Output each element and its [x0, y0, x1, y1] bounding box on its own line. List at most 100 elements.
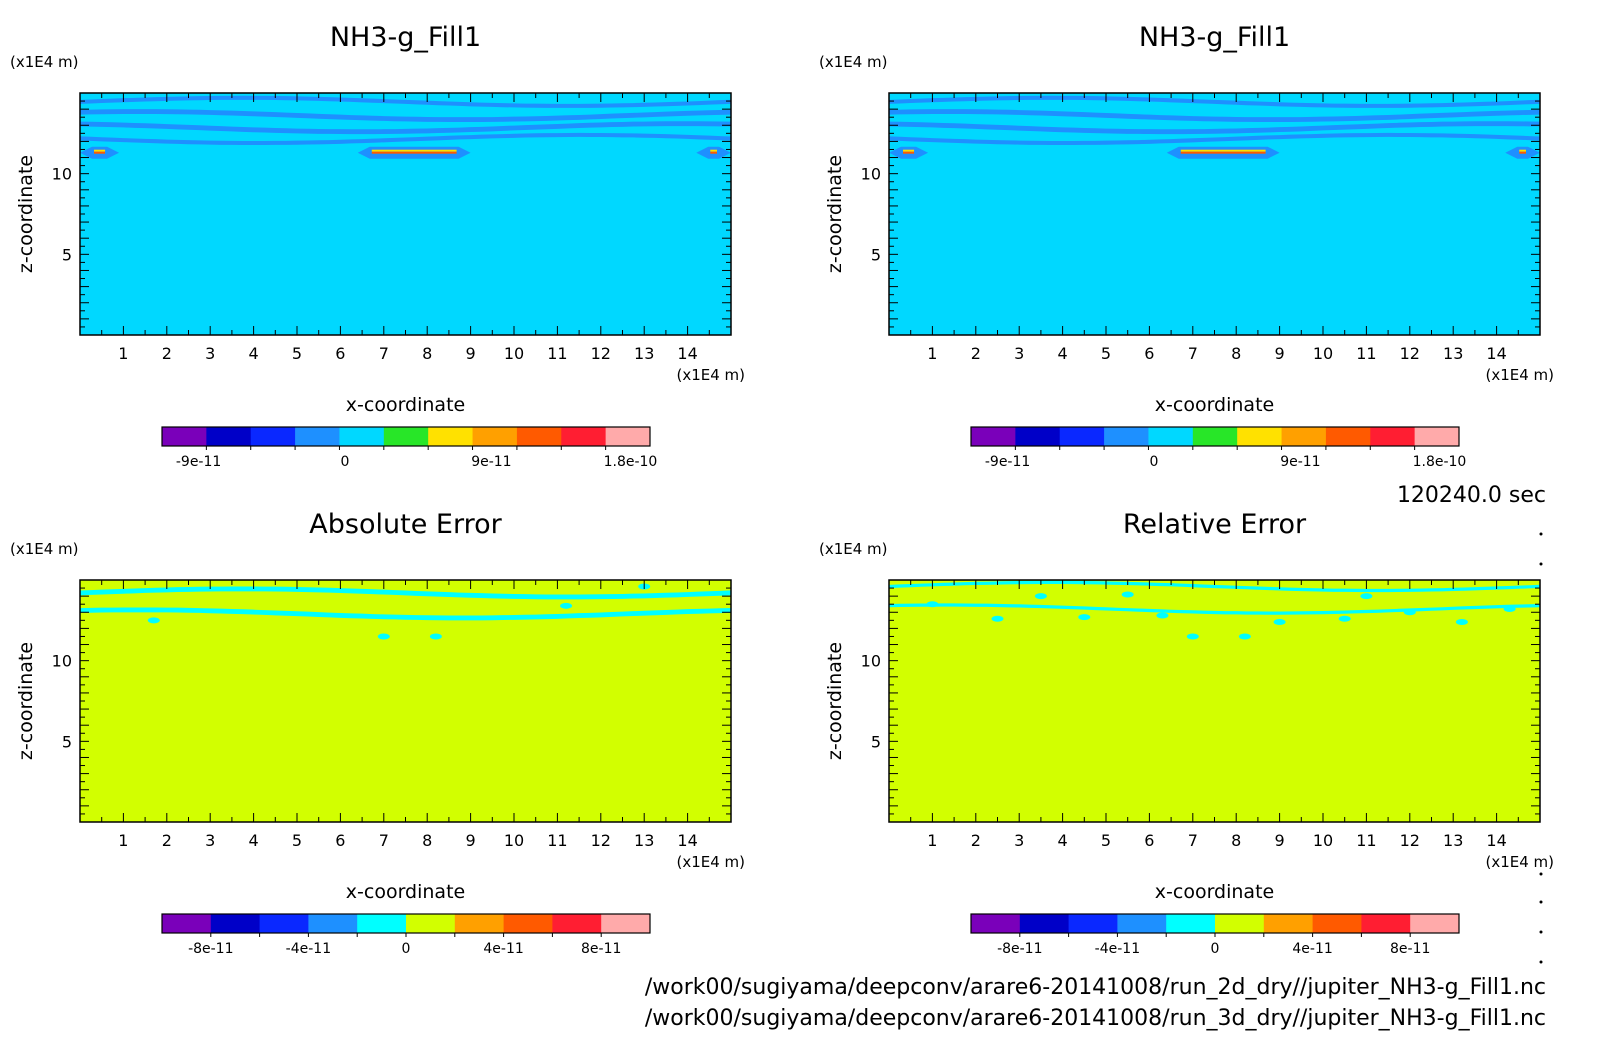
x-tick-label: 10: [504, 831, 524, 850]
y-tick-label: 10: [52, 165, 72, 184]
colorbar-swatch: [971, 427, 1016, 446]
x-tick-label: 7: [379, 344, 389, 363]
x-tick-label: 6: [1144, 344, 1154, 363]
y-axis-label: z-coordinate: [824, 642, 846, 760]
x-tick-label: 7: [1188, 831, 1198, 850]
colorbar-swatch: [1117, 914, 1167, 933]
x-axis-label: x-coordinate: [1155, 881, 1274, 903]
y-tick-label: 10: [52, 652, 72, 671]
colorbar-swatch: [605, 427, 651, 446]
contour-lens-core-orange: [371, 151, 457, 154]
colorbar-swatch: [1068, 914, 1118, 933]
contour-lens-core-orange: [710, 151, 717, 154]
heatmap-field: [889, 580, 1540, 822]
colorbar-swatch: [601, 914, 651, 933]
colorbar-label: 8e-11: [1390, 941, 1430, 957]
x-tick-label: 1: [118, 344, 128, 363]
colorbar-label: -8e-11: [997, 941, 1042, 957]
x-tick-label: 4: [249, 344, 259, 363]
colorbar-swatch: [308, 914, 358, 933]
x-tick-label: 6: [1144, 831, 1154, 850]
y-axis-label: z-coordinate: [15, 155, 37, 273]
contour-band: [80, 109, 731, 123]
colorbar-swatch: [1263, 914, 1314, 933]
page-dot: [1539, 562, 1543, 566]
colorbar-swatch: [516, 427, 562, 446]
colorbar-label: 0: [1150, 454, 1159, 470]
colorbar-label: 9e-11: [1280, 454, 1320, 470]
x-unit-label: (x1E4 m): [676, 853, 745, 871]
contour-spot: [1455, 618, 1468, 625]
colorbar-swatch: [1015, 427, 1061, 446]
colorbar-swatch: [357, 914, 407, 933]
x-tick-label: 1: [118, 831, 128, 850]
colorbar-label: -4e-11: [286, 941, 331, 957]
page-dot: [1539, 930, 1543, 934]
time-label: 120240.0 sec: [1397, 483, 1546, 508]
x-tick-label: 2: [971, 831, 981, 850]
x-axis-label: x-coordinate: [1155, 394, 1274, 416]
contour-spot: [926, 601, 939, 608]
colorbar-swatch: [1059, 427, 1105, 446]
colorbar-swatch: [383, 427, 429, 446]
x-tick-label: 9: [1275, 831, 1285, 850]
colorbar-swatch: [428, 427, 474, 446]
colorbar-swatch: [1410, 914, 1460, 933]
colorbar-swatch: [162, 914, 212, 933]
y-axis-label: z-coordinate: [824, 155, 846, 273]
contour-band: [80, 607, 731, 621]
x-tick-label: 3: [1014, 831, 1024, 850]
colorbar-swatch: [1325, 427, 1371, 446]
x-tick-label: 7: [379, 831, 389, 850]
y-tick-label: 5: [871, 245, 881, 264]
contour-lens-core-yellow: [903, 149, 915, 152]
colorbar-label: 0: [341, 454, 350, 470]
x-tick-label: 12: [591, 831, 611, 850]
x-tick-label: 5: [292, 831, 302, 850]
contour-spot: [1338, 615, 1351, 622]
contour-spot: [1403, 609, 1416, 616]
contour-spot: [1238, 633, 1251, 640]
x-tick-label: 8: [422, 344, 432, 363]
x-tick-label: 10: [1313, 344, 1333, 363]
x-tick-label: 4: [249, 831, 259, 850]
contour-band: [80, 95, 731, 108]
x-tick-label: 8: [422, 831, 432, 850]
colorbar-swatch: [552, 914, 602, 933]
contour-band: [889, 109, 1540, 123]
colorbar-label: 0: [402, 941, 411, 957]
colorbar-swatch: [472, 427, 518, 446]
contour-band: [80, 586, 731, 600]
colorbar-swatch: [1019, 914, 1070, 933]
colorbar-swatch: [1215, 914, 1265, 933]
file-path-2d: /work00/sugiyama/deepconv/arare6-2014100…: [645, 975, 1546, 1000]
x-tick-label: 8: [1231, 831, 1241, 850]
colorbar-label: -4e-11: [1095, 941, 1140, 957]
colorbar-label: -9e-11: [176, 454, 221, 470]
colorbar-swatch: [1237, 427, 1283, 446]
x-tick-label: 13: [1443, 344, 1463, 363]
colorbar-label: -8e-11: [188, 941, 233, 957]
colorbar-label: 0: [1211, 941, 1220, 957]
contour-spot: [1078, 614, 1091, 621]
panel-top-left: NH3-g_Fill1(x1E4 m)1 2 3 4 5 6 7 8 9 10 11 12 13 14(x…: [10, 22, 745, 470]
colorbar-swatch: [259, 914, 309, 933]
x-tick-label: 14: [677, 831, 697, 850]
x-tick-label: 4: [1058, 831, 1068, 850]
contour-lens-core-orange: [94, 151, 106, 154]
x-unit-label: (x1E4 m): [1485, 366, 1554, 384]
x-tick-label: 2: [162, 831, 172, 850]
x-tick-label: 11: [1356, 831, 1376, 850]
colorbar-swatch: [339, 427, 385, 446]
file-path-3d: /work00/sugiyama/deepconv/arare6-2014100…: [645, 1006, 1546, 1031]
x-tick-label: 6: [335, 831, 345, 850]
page-dots: [1539, 532, 1543, 964]
contour-spot: [1034, 593, 1047, 600]
y-unit-label: (x1E4 m): [10, 540, 79, 558]
contour-band: [80, 121, 731, 135]
contour-band: [889, 132, 1540, 146]
page-dot: [1539, 960, 1543, 964]
x-unit-label: (x1E4 m): [1485, 853, 1554, 871]
